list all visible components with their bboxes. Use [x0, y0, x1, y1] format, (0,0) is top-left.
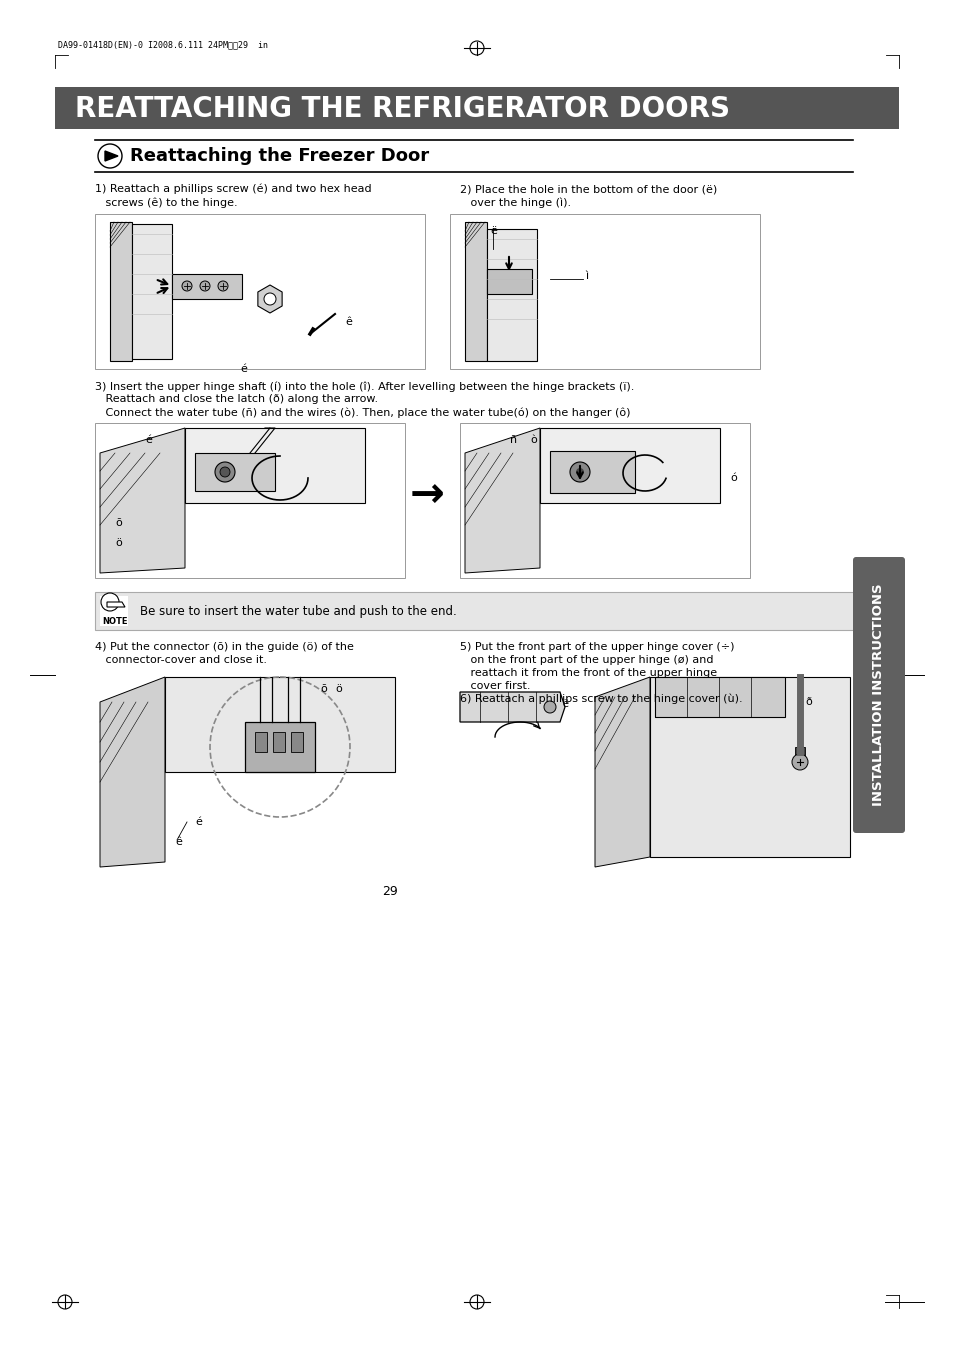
Bar: [655, 676, 784, 717]
Text: 3) Insert the upper hinge shaft (í) into the hole (î). After levelling between t: 3) Insert the upper hinge shaft (í) into…: [95, 381, 634, 392]
Text: é: é: [240, 364, 247, 374]
Bar: [486, 269, 532, 294]
Polygon shape: [165, 676, 395, 772]
Text: õ: õ: [115, 518, 122, 528]
Circle shape: [101, 593, 119, 612]
Text: screws (ê) to the hinge.: screws (ê) to the hinge.: [95, 197, 237, 208]
Bar: [459, 423, 749, 578]
Text: INSTALLATION INSTRUCTIONS: INSTALLATION INSTRUCTIONS: [872, 583, 884, 806]
Text: on the front part of the upper hinge (ø) and: on the front part of the upper hinge (ø)…: [459, 655, 713, 666]
Text: connector-cover and close it.: connector-cover and close it.: [95, 655, 267, 666]
Bar: [245, 722, 314, 772]
FancyBboxPatch shape: [852, 558, 904, 833]
Text: over the hinge (ì).: over the hinge (ì).: [459, 197, 571, 208]
Text: ê: ê: [174, 837, 182, 846]
Polygon shape: [132, 224, 172, 359]
Bar: [95, 593, 854, 630]
Text: ñ: ñ: [510, 435, 517, 446]
Bar: [55, 86, 898, 130]
Text: ë: ë: [562, 699, 568, 709]
Bar: [100, 595, 128, 626]
Text: REATTACHING THE REFRIGERATOR DOORS: REATTACHING THE REFRIGERATOR DOORS: [75, 95, 729, 123]
Polygon shape: [459, 693, 564, 722]
Text: NOTE: NOTE: [102, 617, 128, 626]
Polygon shape: [185, 428, 365, 504]
Text: DA99-01418D(EN)-0 I2008.6.111 24PM이직29  in: DA99-01418D(EN)-0 I2008.6.111 24PM이직29 i…: [58, 40, 268, 50]
Text: ó: ó: [729, 472, 736, 483]
Text: →: →: [409, 474, 444, 516]
Polygon shape: [100, 676, 165, 867]
Text: ð: ð: [804, 697, 811, 707]
Bar: [194, 454, 274, 491]
Text: 29: 29: [382, 886, 397, 898]
Bar: [550, 451, 635, 493]
Polygon shape: [464, 428, 539, 572]
Circle shape: [576, 468, 583, 477]
Text: 1) Reattach a phillips screw (é) and two hex head: 1) Reattach a phillips screw (é) and two…: [95, 184, 372, 194]
Bar: [291, 732, 303, 752]
Bar: [254, 732, 267, 752]
Text: ë: ë: [490, 225, 497, 236]
Polygon shape: [539, 428, 720, 504]
Polygon shape: [649, 676, 849, 857]
Text: 2) Place the hole in the bottom of the door (ë): 2) Place the hole in the bottom of the d…: [459, 184, 717, 194]
Text: õ: õ: [319, 684, 327, 694]
Polygon shape: [100, 428, 185, 572]
Text: é: é: [145, 435, 152, 446]
Circle shape: [791, 755, 807, 770]
Bar: [794, 747, 804, 761]
Text: 4) Put the connector (õ) in the guide (ö) of the: 4) Put the connector (õ) in the guide (ö…: [95, 643, 354, 652]
Circle shape: [543, 701, 556, 713]
Bar: [464, 221, 486, 360]
Circle shape: [200, 281, 210, 292]
Text: ê: ê: [345, 317, 352, 327]
Text: Connect the water tube (ñ) and the wires (ò). Then, place the water tube(ó) on t: Connect the water tube (ñ) and the wires…: [95, 406, 630, 417]
Text: ö: ö: [115, 539, 122, 548]
Circle shape: [220, 467, 230, 477]
Bar: [273, 732, 285, 752]
Text: reattach it from the front of the upper hinge: reattach it from the front of the upper …: [459, 668, 717, 678]
Text: Be sure to insert the water tube and push to the end.: Be sure to insert the water tube and pus…: [140, 605, 456, 617]
Text: cover first.: cover first.: [459, 680, 530, 691]
Polygon shape: [257, 285, 282, 313]
Circle shape: [214, 462, 234, 482]
Text: ò: ò: [530, 435, 537, 446]
Text: ì: ì: [584, 271, 587, 281]
Bar: [110, 221, 132, 360]
Polygon shape: [105, 151, 118, 161]
Text: Reattaching the Freezer Door: Reattaching the Freezer Door: [130, 147, 429, 165]
Polygon shape: [595, 676, 649, 867]
Text: é: é: [194, 817, 202, 828]
Text: Reattach and close the latch (ð) along the arrow.: Reattach and close the latch (ð) along t…: [95, 394, 377, 404]
Circle shape: [264, 293, 275, 305]
Circle shape: [569, 462, 589, 482]
Text: 6) Reattach a phillips screw to the hinge cover (ù).: 6) Reattach a phillips screw to the hing…: [459, 694, 741, 705]
Circle shape: [218, 281, 228, 292]
Bar: [172, 274, 242, 298]
Text: ö: ö: [335, 684, 341, 694]
Bar: [95, 215, 424, 369]
Polygon shape: [107, 602, 125, 608]
Circle shape: [182, 281, 192, 292]
Bar: [95, 423, 405, 578]
Bar: [450, 215, 760, 369]
Polygon shape: [486, 230, 537, 360]
Text: 5) Put the front part of the upper hinge cover (÷): 5) Put the front part of the upper hinge…: [459, 643, 734, 652]
